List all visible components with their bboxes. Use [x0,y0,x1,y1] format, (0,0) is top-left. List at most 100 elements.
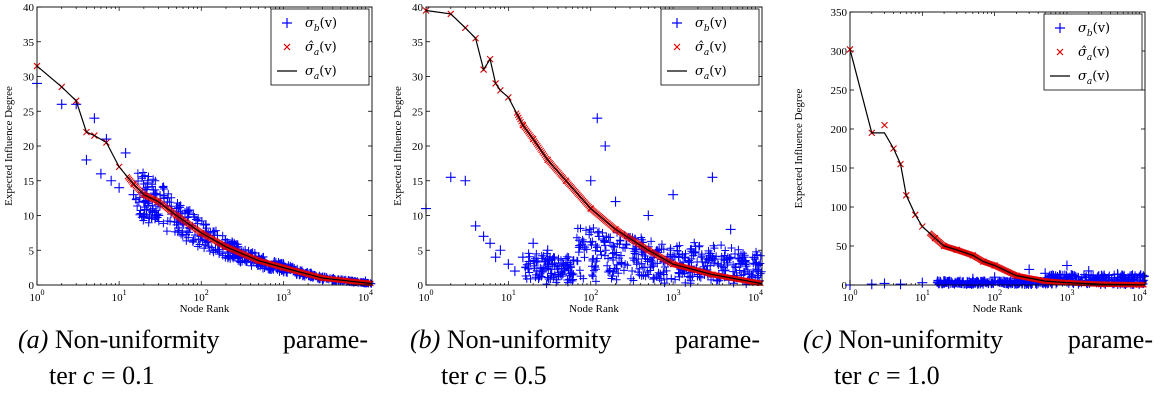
sigma-b-mark [542,280,551,289]
caption-var: c [867,361,880,390]
sigma-b-mark [736,260,745,269]
sigma-b-mark [612,250,621,259]
x-tick-label: 103 [276,288,291,304]
sigma-b-point [585,175,596,186]
sigma-b-point [490,252,501,263]
sigma-b-mark [532,258,541,267]
sigma-b-mark [685,258,694,267]
caption-b: (b) Non-uniformity parame- ter c = 0.5 [410,322,760,394]
sigma-b-mark [628,254,637,263]
x-tick-label: 100 [419,288,434,304]
sigma-b-mark [600,251,609,260]
sigma-b-cloud [131,168,376,288]
sigma-b-mark [707,256,716,265]
sigma-b-mark [228,252,237,261]
x-tick-label: 102 [583,288,598,304]
sigma-b-mark [588,237,597,246]
plot-frame [849,11,1146,286]
y-tick-label: 5 [418,245,424,257]
legend-marker-plus [1055,23,1065,33]
sigma-b-mark [588,272,597,281]
sigma-a-line [849,49,1146,286]
sigma-b-point [879,278,890,289]
sigma-b-mark [131,195,140,204]
sigma-b-mark [729,267,738,276]
sigma-b-mark [667,274,676,283]
sigma-b-mark [601,246,610,255]
y-tick-label: 30 [23,72,35,84]
legend-label: σ̂a(v) [695,40,727,58]
x-tick-label: 104 [748,288,763,304]
sigma-b-mark [622,240,631,249]
x-axis-label: Node Rank [973,303,1023,315]
legend-marker-plus [282,18,292,28]
sigma-b-point [106,175,117,186]
sigma-b-mark [143,176,152,185]
sigma-b-mark [133,169,142,178]
y-tick-label: 150 [831,163,848,175]
sigma-b-mark [145,212,154,221]
sigma-b-mark [575,266,584,275]
sigma-b-point [967,273,978,284]
sigma-b-mark [167,193,176,202]
sigma-b-mark [608,249,617,258]
caption-c: (c) Non-uniformity parame- ter c = 1.0 [803,322,1153,394]
sigma-b-mark [743,265,752,274]
sigma-b-mark [150,215,159,224]
sigma-b-mark [637,271,646,280]
legend-label: σb(v) [305,16,337,34]
sigma-b-mark [602,232,611,241]
sigma-b-mark [637,259,646,268]
sigma-b-mark [612,275,621,284]
caption-label: (c) [803,325,832,354]
sigma-b-mark [666,250,675,259]
sigma-b-mark [133,201,142,210]
sigma-b-mark [193,216,202,225]
sigma-b-point [503,259,514,270]
y-tick-label: 40 [23,2,35,14]
sigma-b-mark [184,233,193,242]
sigma-b-mark [563,252,572,261]
sigma-b-mark [198,236,207,245]
sigma-b-point [725,224,736,235]
y-axis-label: Expected Influence Degree [3,86,15,206]
panel-b: 0 5 10 15 20 25 30 35 40 100 101 102 103 104 Node Rank… [388,0,776,400]
sigma-b-mark [585,225,594,234]
caption-prefix: ter [49,361,83,390]
sigma-b-mark [731,263,740,272]
sigma-b-mark [188,236,197,245]
sigma-b-mark [526,274,535,283]
sigma-b-point [1040,268,1051,279]
y-tick-label: 20 [23,141,35,153]
sigma-b-mark [600,236,609,245]
sigma-b-mark [560,266,569,275]
caption-value: = 0.1 [94,361,155,390]
sigma-b-mark [159,191,168,200]
sigma-b-mark [608,241,617,250]
sigma-b-mark [982,279,991,288]
plot-frame [425,6,763,286]
sigma-b-point [1024,264,1035,275]
x-tick-label: 102 [194,288,209,304]
sigma-b-mark [566,275,575,284]
y-tick-label: 10 [23,211,35,223]
sigma-b-mark [189,235,198,244]
x-axis-label: Node Rank [569,303,619,315]
legend-label: σa(v) [305,64,337,82]
sigma-b-mark [722,255,731,264]
sigma-b-mark [197,216,206,225]
y-tick-label: 200 [831,124,848,136]
sigma-b-mark [589,224,598,233]
caption-word: parame- [1067,325,1153,354]
sigma-b-mark [688,248,697,257]
sigma-b-mark [524,249,533,258]
x-axis-label: Node Rank [180,303,230,315]
sigma-b-mark [617,251,626,260]
sigma-b-mark [589,266,598,275]
sigma-b-mark [680,253,689,262]
sigma-b-mark [717,241,726,250]
sigma-b-mark [629,276,638,285]
sigma-b-mark [166,217,175,226]
sigma-b-mark [646,263,655,272]
sigma-b-mark [1058,270,1067,279]
